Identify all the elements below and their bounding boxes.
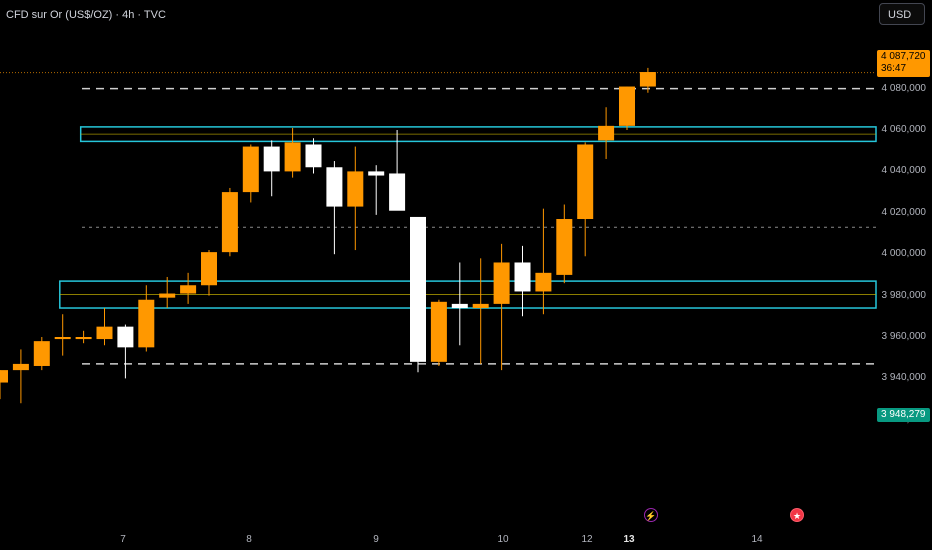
candle-body: [326, 167, 343, 207]
candle-body: [493, 262, 510, 304]
candle-body: [472, 303, 489, 309]
candle-body: [598, 125, 615, 141]
candle-body: [201, 252, 217, 286]
candle-body: [180, 285, 197, 294]
us-flag-icon[interactable]: ★: [790, 508, 804, 522]
candle-body: [639, 72, 656, 87]
candle-body: [284, 142, 301, 172]
candle-body: [75, 337, 92, 340]
time-tick-label: 13: [623, 534, 635, 545]
time-tick-label: 14: [751, 534, 763, 545]
candle-body: [389, 173, 406, 211]
currency-button[interactable]: USD: [879, 3, 925, 25]
time-tick-label: 10: [497, 534, 509, 545]
candle-body: [117, 326, 134, 348]
candle-body: [159, 293, 176, 298]
candle-body: [514, 262, 531, 292]
time-tick-label: 7: [120, 534, 126, 545]
price-tick-label: 3 960,000: [881, 331, 927, 342]
lightning-icon[interactable]: ⚡: [644, 508, 658, 522]
candle-body: [556, 219, 573, 275]
price-tick-label: 3 980,000: [881, 289, 927, 301]
candle-body: [0, 370, 8, 383]
bar-countdown: 36:47: [881, 63, 907, 74]
candle-body: [619, 86, 635, 126]
candle-body: [96, 326, 113, 340]
candle-body: [33, 341, 50, 366]
candle-body: [305, 144, 322, 168]
price-tick-label: 4 080,000: [881, 82, 927, 94]
chart-title: CFD sur Or (US$/OZ) · 4h · TVC: [6, 9, 166, 21]
price-tick-label: 4 020,000: [881, 206, 927, 218]
last-price-badge: 4 087,720 36:47: [877, 50, 930, 77]
candle-body: [12, 363, 29, 371]
candle-body: [451, 303, 468, 309]
candle-body: [577, 144, 594, 220]
candle-body: [535, 272, 552, 292]
candle-body: [242, 146, 259, 193]
price-tick-label: 4 060,000: [881, 124, 927, 135]
candle-body: [263, 146, 280, 172]
time-tick-label: 8: [246, 534, 252, 545]
price-tick-label: 4 040,000: [881, 165, 927, 177]
price-tick-label: 3 940,000: [881, 372, 927, 384]
time-tick-label: 9: [373, 534, 379, 545]
candle-body: [430, 301, 447, 362]
price-tick-label: 4 000,000: [881, 248, 927, 260]
last-price-value: 4 087,720: [881, 51, 926, 62]
candle-body: [410, 216, 426, 362]
candle-body: [347, 171, 364, 207]
candle-body: [138, 299, 155, 348]
time-tick-label: 12: [581, 534, 593, 545]
level-price-badge: 3 948,279: [877, 408, 930, 422]
candle-body: [54, 337, 71, 340]
candle-body: [221, 192, 238, 253]
candle-body: [368, 171, 385, 176]
